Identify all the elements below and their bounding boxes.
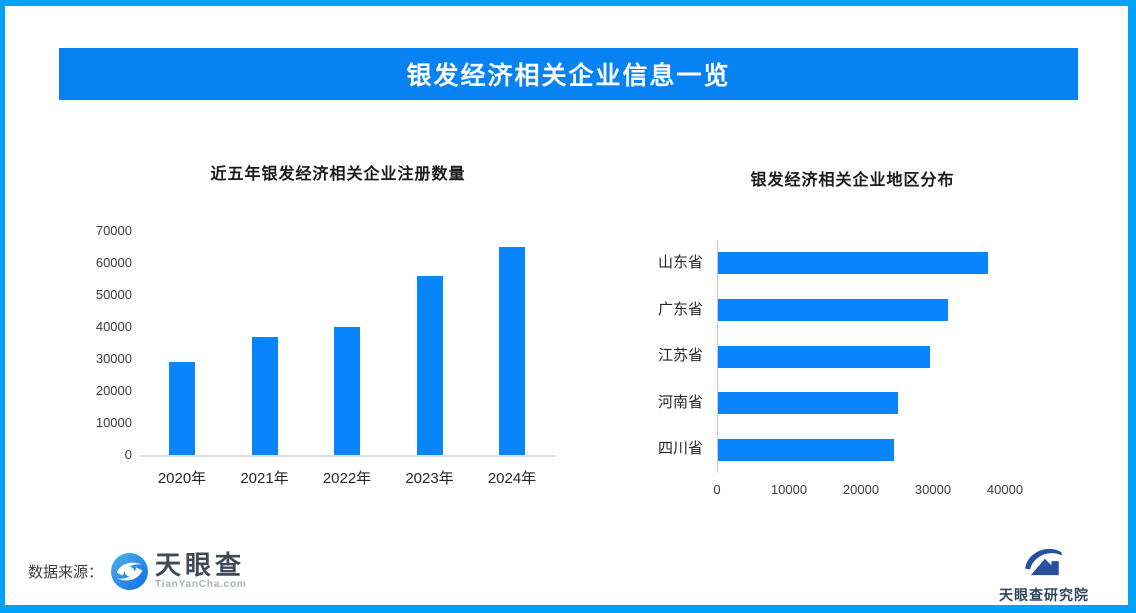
- category-label: 山东省: [657, 254, 703, 271]
- category-label: 江苏省: [657, 347, 703, 365]
- y-tick-label: 70000: [95, 223, 132, 238]
- x-tick-label: 2020年: [157, 470, 207, 487]
- bar-2021年: [251, 337, 278, 455]
- title-banner: 银发经济相关企业信息一览: [59, 48, 1078, 100]
- y-axis-labels: 70000 60000 50000 40000 30000 20000 10000 0: [78, 152, 132, 472]
- x-tick-label: 2022年: [322, 470, 372, 487]
- y-tick-label: 0: [124, 447, 132, 462]
- x-tick-label: 40000: [986, 482, 1024, 497]
- x-tick-label: 2024年: [487, 470, 537, 487]
- institute-name: 天眼查研究院: [999, 587, 1089, 603]
- data-source-label: 数据来源：: [28, 563, 104, 581]
- brand-name: 天眼查: [155, 550, 246, 580]
- x-tick-label: 2021年: [240, 470, 289, 487]
- tianyancha-logo: 天眼查 TianYanCha.com: [111, 552, 247, 590]
- x-tick-label: 0: [713, 482, 721, 497]
- bar-2024年: [499, 247, 525, 455]
- institute-emblem-icon: [1025, 548, 1063, 576]
- tianyancha-eye-icon: [111, 552, 149, 590]
- y-tick-label: 30000: [95, 351, 132, 366]
- category-label: 广东省: [657, 300, 703, 318]
- bar-2023年: [416, 275, 443, 455]
- bar-四川省: [718, 438, 895, 461]
- x-tick-label: 30000: [914, 482, 952, 497]
- right-chart-title: 银发经济相关企业地区分布: [750, 172, 955, 189]
- y-tick-label: 50000: [95, 287, 132, 302]
- x-tick-label: 2023年: [405, 470, 454, 487]
- plot-area: [140, 231, 555, 457]
- x-axis-labels: 2020年 2021年 2022年 2023年 2024年: [140, 467, 555, 489]
- category-label: 四川省: [657, 440, 703, 458]
- research-institute-logo: 天眼查研究院: [998, 541, 1090, 605]
- x-tick-label: 10000: [770, 482, 808, 497]
- bar-河南省: [718, 392, 898, 415]
- brand-domain: TianYanCha.com: [155, 579, 247, 590]
- data-source: 数据来源： 天眼查 TianYanCha.com: [28, 549, 247, 593]
- regions-bar-chart: 银发经济相关企业地区分布 山东省广东省江苏省河南省四川省 0 10000 20000…: [635, 152, 1070, 502]
- bar-2022年: [334, 327, 360, 455]
- y-tick-label: 40000: [95, 319, 132, 334]
- bar-江苏省: [718, 345, 931, 368]
- plot-area: [717, 240, 1058, 473]
- bar-2020年: [169, 362, 195, 455]
- page-title: 银发经济相关企业信息一览: [406, 62, 731, 90]
- x-axis-labels: 0 10000 20000 30000 40000: [713, 482, 1057, 500]
- y-tick-label: 10000: [95, 415, 132, 430]
- tianyancha-wordmark: 天眼查 TianYanCha.com: [155, 552, 247, 590]
- x-tick-label: 20000: [842, 482, 880, 497]
- y-tick-label: 60000: [95, 255, 132, 270]
- bar-广东省: [718, 298, 949, 321]
- y-tick-label: 20000: [95, 383, 132, 398]
- left-chart-title: 近五年银发经济相关企业注册数量: [210, 166, 466, 183]
- bar-山东省: [718, 252, 988, 275]
- category-label: 河南省: [657, 393, 703, 411]
- registrations-bar-chart: 近五年银发经济相关企业注册数量 70000 60000 50000 40000 3000…: [78, 152, 598, 502]
